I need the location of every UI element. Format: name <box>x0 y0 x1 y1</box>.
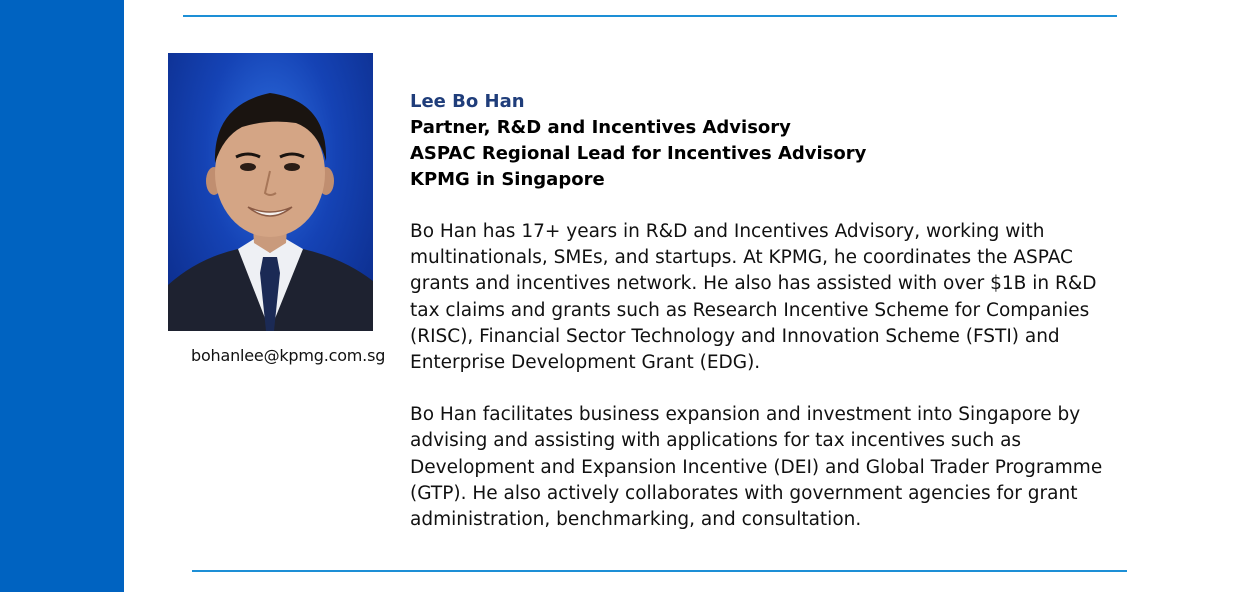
bio-paragraph-2: Bo Han facilitates business expansion an… <box>410 404 1103 531</box>
person-name: Lee Bo Han <box>410 91 525 112</box>
sidebar-accent-bar <box>0 0 124 592</box>
job-title: Partner, R&D and Incentives Advisory <box>410 117 791 138</box>
bottom-divider <box>192 570 1127 572</box>
office-location: KPMG in Singapore <box>410 169 605 190</box>
profile-photo <box>168 53 373 331</box>
email-address[interactable]: bohanlee@kpmg.com.sg <box>191 346 386 365</box>
regional-role: ASPAC Regional Lead for Incentives Advis… <box>410 143 867 164</box>
top-divider <box>183 15 1117 17</box>
bio-paragraph-1: Bo Han has 17+ years in R&D and Incentiv… <box>410 221 1097 374</box>
profile-content: Lee Bo Han Partner, R&D and Incentives A… <box>410 89 1120 533</box>
